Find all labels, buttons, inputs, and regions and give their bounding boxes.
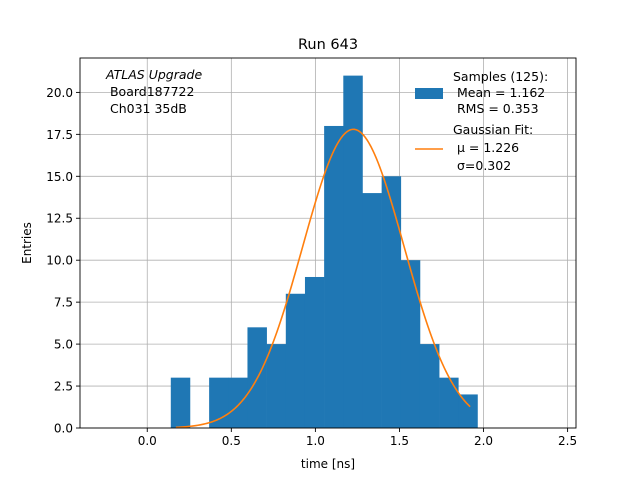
histogram-bar-14 — [439, 377, 459, 428]
y-tick-label-6: 15.0 — [46, 170, 73, 184]
x-tick-label-1: 0.5 — [222, 434, 241, 448]
histogram-bars — [170, 75, 478, 429]
histogram-bar-7 — [304, 276, 325, 428]
annotation-line-2: Board187722 — [106, 84, 194, 99]
y-tick-label-2: 5.0 — [54, 338, 73, 352]
y-axis-label: Entries — [20, 222, 34, 264]
legend-fit-line-3: σ=0.302 — [453, 158, 511, 173]
legend-fit-line-2: μ = 1.226 — [453, 140, 519, 155]
y-tick-label-3: 7.5 — [54, 296, 73, 310]
histogram-bar-11 — [381, 176, 402, 428]
plot-frame — [79, 57, 577, 429]
x-axis-label: time [ns] — [301, 457, 355, 471]
histogram-bar-2 — [209, 377, 229, 428]
legend-swatch-samples — [415, 88, 443, 99]
y-tick-label-8: 20.0 — [46, 86, 73, 100]
y-axis-ticks: 0.0 2.5 5.0 7.5 10.0 12.5 15.0 17.5 20.0 — [46, 86, 80, 436]
legend: Samples (125): Mean = 1.162 RMS = 0.353 … — [415, 69, 548, 173]
x-tick-label-0: 0.0 — [138, 434, 157, 448]
y-tick-label-7: 17.5 — [46, 128, 73, 142]
gaussian-fit-curve — [175, 128, 471, 429]
legend-samples-line-3: RMS = 0.353 — [453, 101, 539, 116]
legend-samples-line-1: Samples (125): — [453, 69, 548, 84]
histogram-bar-3 — [228, 377, 248, 428]
x-axis-ticks: 0.0 0.5 1.0 1.5 2.0 2.5 — [138, 428, 577, 448]
histogram-bar-5 — [266, 344, 287, 428]
histogram-bar-12 — [400, 260, 421, 428]
annotation-atlas: ATLAS Upgrade — [105, 67, 202, 82]
y-tick-label-5: 12.5 — [46, 212, 73, 226]
histogram-bar-6 — [285, 293, 306, 428]
legend-samples-line-2: Mean = 1.162 — [453, 85, 545, 100]
y-tick-label-1: 2.5 — [54, 380, 73, 394]
histogram-bar-15 — [458, 394, 478, 428]
y-tick-label-0: 0.0 — [54, 422, 73, 436]
legend-fit-line-1: Gaussian Fit: — [453, 122, 533, 137]
annotation-line-1: ATLAS Upgrade — [105, 67, 202, 82]
histogram-bar-9 — [343, 75, 363, 428]
x-tick-label-3: 1.5 — [390, 434, 409, 448]
histogram-bar-10 — [362, 193, 382, 428]
histogram-bar-8 — [324, 125, 344, 429]
annotation: ATLAS Upgrade Board187722 Ch031 35dB — [105, 67, 202, 116]
x-tick-label-2: 1.0 — [306, 434, 325, 448]
chart-title: Run 643 — [298, 37, 358, 53]
x-tick-label-5: 2.5 — [558, 434, 577, 448]
x-tick-label-4: 2.0 — [474, 434, 493, 448]
annotation-line-3: Ch031 35dB — [106, 101, 187, 116]
histogram-bar-0 — [170, 377, 191, 428]
histogram-bar-13 — [419, 344, 440, 428]
y-tick-label-4: 10.0 — [46, 254, 73, 268]
